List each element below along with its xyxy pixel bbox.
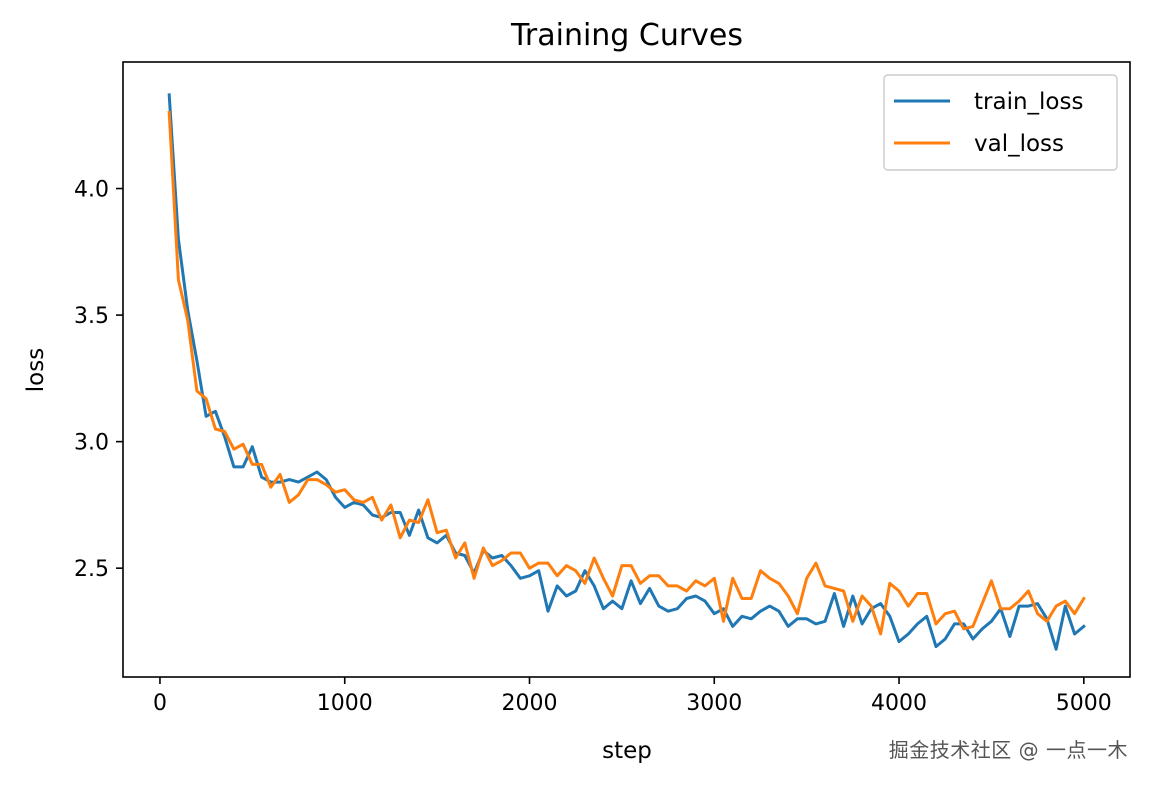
y-tick-label: 3.5 (74, 304, 109, 329)
x-tick-label: 4000 (871, 691, 927, 716)
watermark: 掘金技术社区 @ 一点一木 (888, 738, 1128, 762)
x-tick-label: 3000 (686, 691, 742, 716)
y-axis-ticks: 2.5 3.0 3.5 4.0 (74, 178, 123, 582)
legend: train_loss val_loss (883, 74, 1118, 171)
plot-area (167, 93, 1086, 651)
series-line-train_loss (167, 93, 1086, 651)
x-tick-label: 0 (153, 691, 167, 716)
legend-box (883, 74, 1118, 171)
legend-label-val_loss: val_loss (974, 131, 1064, 157)
chart-title: Training Curves (510, 18, 743, 53)
x-tick-label: 1000 (317, 691, 373, 716)
x-tick-label: 5000 (1056, 691, 1112, 716)
y-axis-label: loss (23, 348, 49, 392)
legend-label-train_loss: train_loss (974, 89, 1083, 115)
y-tick-label: 2.5 (74, 557, 109, 582)
x-axis-label: step (602, 738, 652, 764)
x-tick-label: 2000 (501, 691, 557, 716)
x-axis-ticks: 0 1000 2000 3000 4000 5000 (153, 677, 1112, 716)
y-tick-label: 3.0 (74, 431, 109, 456)
series-line-val_loss (167, 111, 1086, 636)
plot-frame (122, 61, 1131, 678)
y-tick-label: 4.0 (74, 178, 109, 203)
